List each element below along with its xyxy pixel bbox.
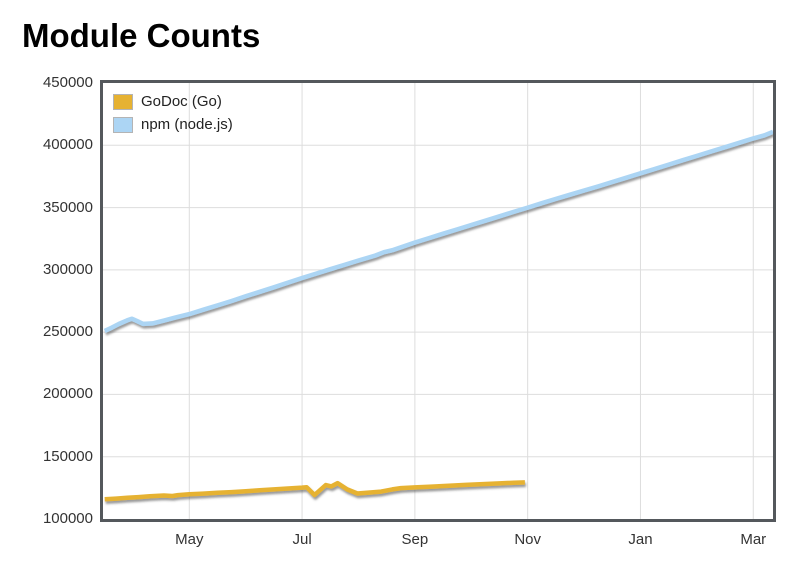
gridlines bbox=[103, 83, 773, 519]
legend: GoDoc (Go) npm (node.js) bbox=[113, 94, 233, 140]
plot-svg bbox=[103, 83, 773, 519]
x-axis-tick-label: Jan bbox=[628, 531, 653, 548]
y-axis-tick-label: 350000 bbox=[42, 198, 93, 216]
y-axis-tick-label: 450000 bbox=[42, 74, 93, 91]
y-axis-tick-label: 150000 bbox=[42, 447, 93, 465]
y-axis-tick-label: 300000 bbox=[42, 260, 93, 278]
legend-item-npm: npm (node.js) bbox=[113, 117, 233, 133]
series-line-0 bbox=[104, 480, 525, 502]
x-axis-tick-label: Sep bbox=[401, 531, 429, 548]
legend-swatch-godoc-icon bbox=[113, 94, 133, 110]
y-axis-tick-label: 200000 bbox=[42, 385, 93, 403]
legend-swatch-npm-icon bbox=[113, 117, 133, 133]
x-axis-tick-label: Mar bbox=[740, 531, 767, 548]
legend-label-godoc: GoDoc (Go) bbox=[141, 93, 222, 110]
plot-area: GoDoc (Go) npm (node.js) bbox=[100, 80, 776, 522]
x-axis-tick-label: Jul bbox=[292, 531, 312, 548]
legend-item-godoc: GoDoc (Go) bbox=[113, 94, 233, 110]
x-axis-tick-label: Nov bbox=[514, 531, 541, 548]
y-axis-tick-label: 100000 bbox=[42, 510, 93, 527]
y-axis-tick-label: 250000 bbox=[42, 323, 93, 341]
chart-title: Module Counts bbox=[22, 17, 261, 54]
x-axis-tick-label: May bbox=[175, 531, 204, 548]
series-lines bbox=[103, 129, 773, 502]
series-line-1 bbox=[103, 129, 773, 333]
y-axis-tick-label: 400000 bbox=[42, 136, 93, 154]
legend-label-npm: npm (node.js) bbox=[141, 116, 233, 133]
